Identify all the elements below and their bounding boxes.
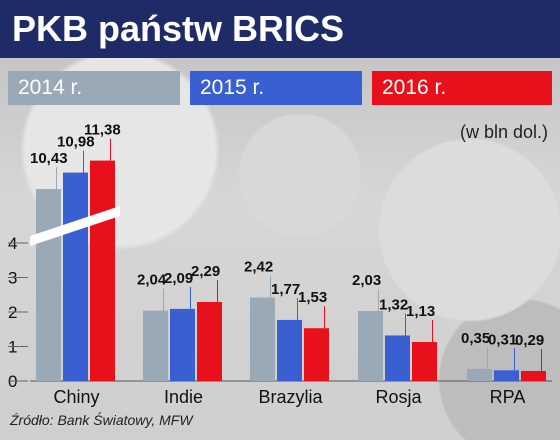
category-label: Brazylia: [258, 387, 323, 407]
data-label: 0,35: [461, 330, 490, 347]
legend-2016: 2016 r.: [372, 71, 552, 105]
category-label: Chiny: [53, 387, 99, 407]
data-label: 1,32: [379, 296, 408, 313]
bar: [143, 310, 168, 381]
bar: [304, 328, 329, 381]
data-label: 10,98: [57, 134, 95, 151]
bar: [521, 370, 546, 381]
legend-2014: 2014 r.: [8, 71, 180, 105]
bar: [494, 370, 519, 381]
data-label: 0,31: [488, 331, 517, 348]
category-label: Indie: [164, 387, 203, 407]
bar: [467, 368, 492, 381]
data-label: 2,03: [352, 272, 381, 289]
axis-break: [30, 206, 120, 246]
data-label: 1,53: [298, 289, 327, 306]
data-label: 2,42: [244, 259, 273, 276]
category-label: Rosja: [375, 387, 422, 407]
chart-title: PKB państw BRICS: [12, 8, 345, 49]
data-label: 2,09: [164, 270, 193, 287]
data-label: 0,29: [515, 332, 544, 349]
bar: [358, 310, 383, 381]
bar: [412, 342, 437, 381]
data-label: 2,29: [191, 263, 220, 280]
bar: [63, 172, 88, 381]
bar: [385, 335, 410, 381]
bar: [36, 189, 61, 381]
bar: [277, 319, 302, 381]
bar: [250, 297, 275, 381]
unit-note: (w bln dol.): [459, 122, 548, 142]
data-label: 1,13: [406, 303, 435, 320]
title-bar: PKB państw BRICS: [0, 0, 560, 58]
bar: [90, 160, 115, 381]
bar: [170, 308, 195, 381]
bar: [197, 301, 222, 381]
data-label: 10,43: [30, 150, 68, 167]
data-label: 1,77: [271, 281, 300, 298]
source-note: Źródło: Bank Światowy, MFW: [10, 412, 193, 428]
data-label: 11,38: [84, 122, 121, 139]
category-label: RPA: [490, 387, 526, 407]
legend-2015: 2015 r.: [190, 71, 362, 105]
data-label: 2,04: [137, 272, 167, 289]
